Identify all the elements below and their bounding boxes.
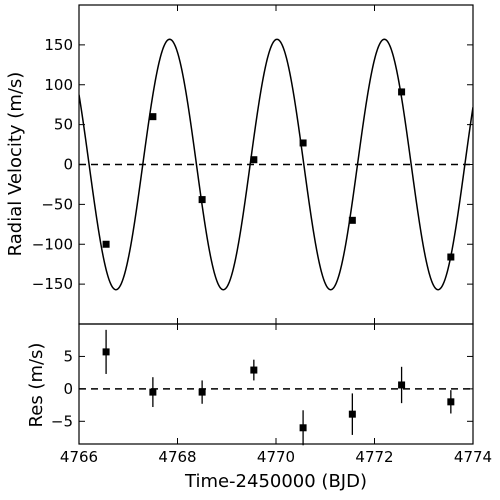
data-point — [149, 113, 157, 121]
data-point — [447, 398, 455, 406]
data-point — [348, 410, 356, 418]
data-point — [398, 88, 406, 96]
plot-frame — [78, 323, 474, 445]
residuals-panel: −5 0 5 4766 4768 4770 4772 4774 — [51, 323, 492, 466]
model-curve — [79, 38, 473, 291]
y-tick-label: 100 — [44, 76, 73, 94]
y-tick-label: −50 — [41, 195, 73, 213]
y-tick-label: −150 — [32, 275, 73, 293]
y-tick-label: 150 — [44, 36, 73, 54]
y-tick-label: −5 — [51, 412, 73, 430]
data-point — [299, 424, 307, 432]
y-tick-label: 5 — [63, 347, 73, 365]
data-point — [198, 388, 206, 396]
y-tick-label: 0 — [63, 380, 73, 398]
y-tick-label: 0 — [63, 156, 73, 174]
top-y-axis-label: Radial Velocity (m/s) — [5, 72, 26, 257]
data-point — [250, 366, 258, 374]
x-tick-label: 4768 — [158, 448, 196, 466]
data-point — [348, 216, 356, 224]
data-point — [149, 388, 157, 396]
x-tick-label: 4772 — [355, 448, 393, 466]
data-point — [102, 348, 110, 356]
x-tick-label: 4774 — [454, 448, 492, 466]
bottom-y-axis-label: Res (m/s) — [26, 343, 47, 428]
radial-velocity-panel: −150 −100 −50 0 50 100 150 — [32, 4, 474, 325]
data-point — [447, 253, 455, 261]
y-tick-label: −100 — [32, 235, 73, 253]
y-tick-label: 50 — [54, 116, 73, 134]
x-tick-label: 4766 — [60, 448, 98, 466]
data-point — [102, 240, 110, 248]
data-point — [299, 139, 307, 147]
x-tick-label: 4770 — [257, 448, 295, 466]
data-point — [250, 156, 258, 164]
x-axis-label: Time-2450000 (BJD) — [184, 471, 367, 492]
data-point — [398, 381, 406, 389]
data-point — [198, 196, 206, 204]
